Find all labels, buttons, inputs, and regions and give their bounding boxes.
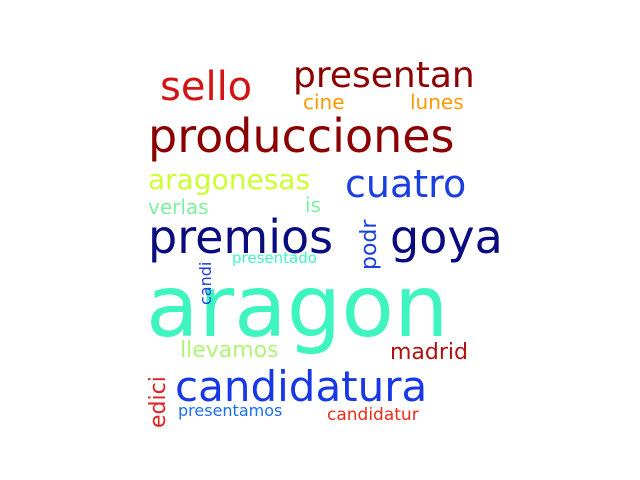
- word-candi: candi: [196, 261, 215, 305]
- word-podr: podr: [357, 219, 382, 270]
- word-edici: edici: [146, 376, 171, 428]
- word-aragonesas: aragonesas: [148, 163, 311, 196]
- word-madrid: madrid: [390, 340, 468, 365]
- word-candidatur: candidatur: [327, 405, 419, 425]
- word-presentado: presentado: [232, 249, 317, 267]
- word-lunes: lunes: [410, 90, 464, 114]
- word-goya: goya: [390, 210, 503, 264]
- word-candidatura: candidatura: [175, 362, 428, 411]
- word-verlas: verlas: [148, 195, 209, 219]
- word-is: is: [305, 193, 321, 217]
- word-premios: premios: [148, 210, 334, 264]
- word-cine: cine: [303, 90, 345, 114]
- word-presentan: presentan: [293, 55, 475, 96]
- word-llevamos: llevamos: [180, 338, 279, 363]
- word-producciones: producciones: [148, 109, 455, 163]
- word-aragon: aragon: [146, 257, 449, 357]
- word-cuatro: cuatro: [345, 162, 467, 206]
- word-presentamos: presentamos: [178, 401, 283, 420]
- word-sello: sello: [160, 64, 253, 110]
